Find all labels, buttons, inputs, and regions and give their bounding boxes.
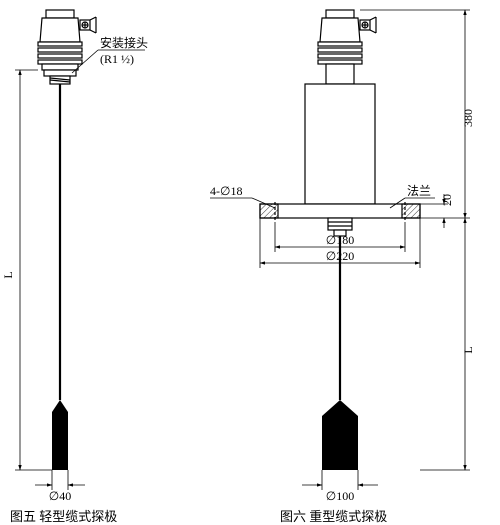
heatsink-fins-r	[318, 42, 362, 64]
dim-380-label: 380	[461, 109, 475, 127]
mounting-connector	[44, 70, 76, 84]
figure-five: L ∅40 安装接头 (R1 ½)	[1, 10, 148, 503]
dim-100-label: ∅100	[326, 489, 354, 503]
dim-L-r	[420, 218, 470, 470]
cylinder-body	[305, 84, 375, 204]
dim-L	[15, 70, 52, 470]
transmitter-head	[40, 10, 96, 42]
dim-20-label: 20	[440, 194, 454, 206]
dim-180-label: ∅180	[326, 233, 354, 247]
dim-220-label: ∅220	[326, 249, 354, 263]
flange-label: 法兰	[407, 184, 431, 198]
caption-left: 图五 轻型缆式探极	[10, 506, 117, 525]
dim-100	[302, 470, 378, 490]
dim-dia40-label: ∅40	[49, 489, 71, 503]
dim-dia40	[35, 470, 85, 490]
dim-L-r-label: L	[461, 346, 475, 353]
heatsink-fins	[38, 42, 82, 70]
figure-six: 380 20 L 4-∅18 法兰	[210, 10, 475, 503]
dim-L-label: L	[1, 271, 15, 278]
connector-thread: (R1 ½)	[100, 52, 134, 66]
weight-r	[322, 400, 358, 470]
neck	[326, 64, 354, 84]
weight	[52, 400, 68, 470]
hole-label: 4-∅18	[210, 184, 242, 198]
caption-right: 图六 重型缆式探极	[280, 506, 387, 525]
transmitter-head-r	[320, 10, 376, 42]
connector-label: 安装接头	[100, 35, 148, 50]
